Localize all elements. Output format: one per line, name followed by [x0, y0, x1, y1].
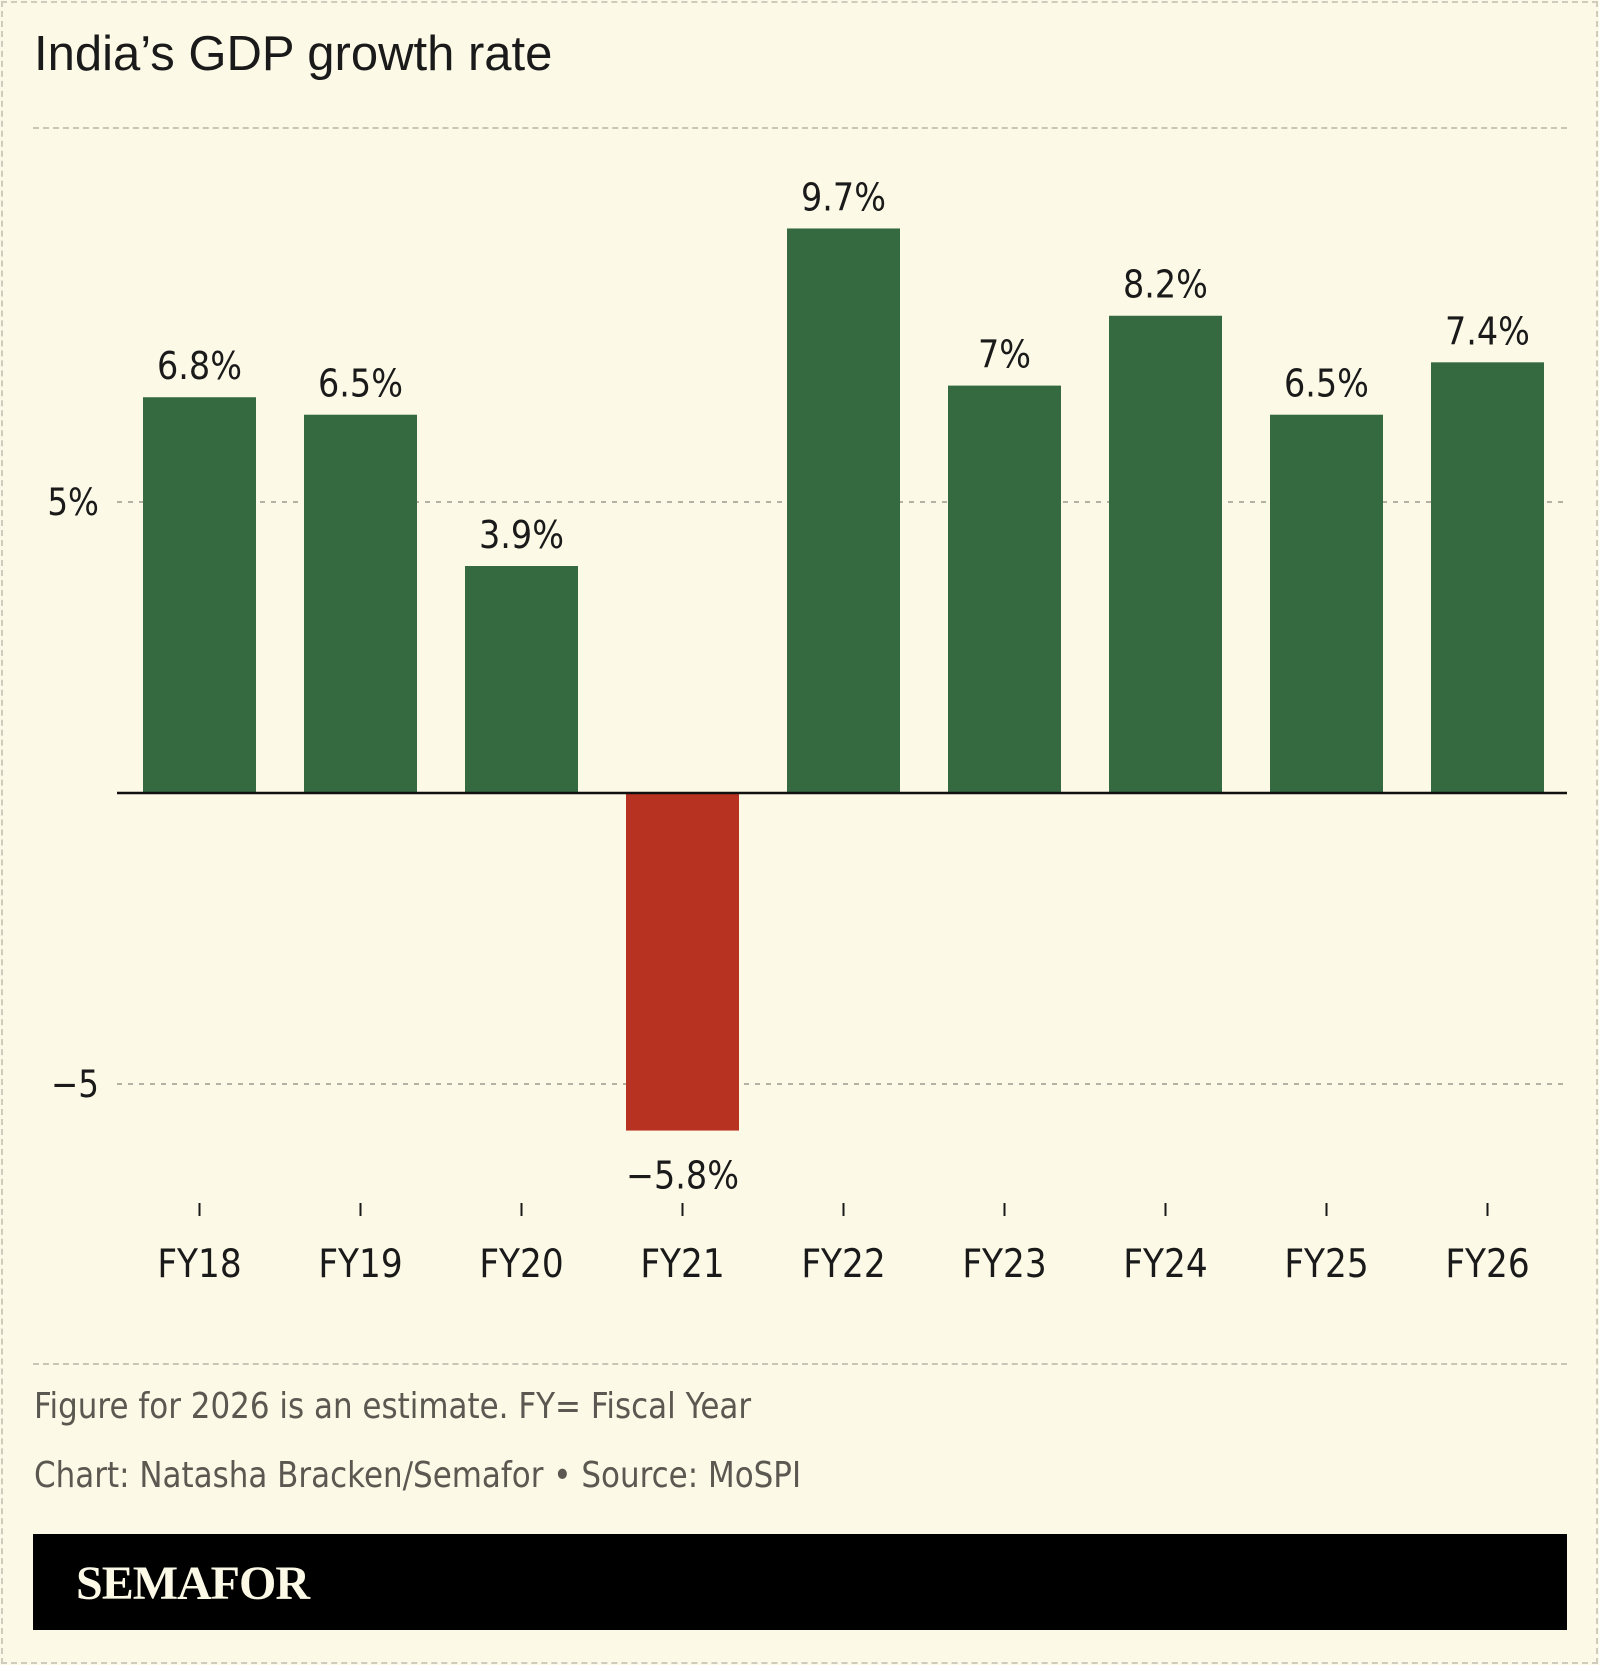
top-divider [33, 127, 1567, 129]
semafor-logo: SEMAFOR [76, 1557, 310, 1610]
bar-chart: 5% −5 6.8% FY18 6.5% FY19 3.9% FY20 −5.8% FY21 9.7… [47, 176, 1567, 1287]
bar-FY20[interactable] [465, 566, 578, 793]
x-tick-label: FY26 [1445, 1241, 1529, 1287]
footnote: Figure for 2026 is an estimate. FY= Fisc… [34, 1386, 752, 1427]
x-tick-label: FY25 [1284, 1241, 1368, 1287]
data-label: −5.8% [626, 1155, 739, 1199]
data-label: 7% [978, 334, 1031, 378]
data-label: 6.5% [1284, 363, 1369, 407]
x-tick-label: FY24 [1123, 1241, 1207, 1287]
brand-bar: SEMAFOR [33, 1534, 1567, 1630]
credit-line: Chart: Natasha Bracken/Semafor • Source:… [34, 1455, 802, 1496]
data-label: 8.2% [1123, 264, 1208, 308]
bar-FY26[interactable] [1431, 362, 1544, 793]
chart-title: India’s GDP growth rate [34, 27, 553, 81]
bar-FY24[interactable] [1109, 315, 1222, 793]
x-tick-label: FY18 [157, 1241, 241, 1287]
y-tick-label: 5% [47, 482, 99, 524]
bar-FY22[interactable] [787, 228, 900, 793]
data-label: 6.5% [318, 363, 403, 407]
x-tick-label: FY22 [801, 1241, 885, 1287]
x-tick-label: FY20 [479, 1241, 563, 1287]
x-tick-label: FY21 [640, 1241, 724, 1287]
bar-FY25[interactable] [1270, 414, 1383, 793]
data-label: 9.7% [801, 176, 886, 220]
bar-FY19[interactable] [304, 414, 417, 793]
data-label: 7.4% [1445, 310, 1530, 354]
bar-FY21[interactable] [626, 793, 739, 1131]
data-label: 6.8% [157, 345, 242, 389]
y-tick-label: −5 [51, 1064, 99, 1106]
data-label: 3.9% [479, 514, 564, 558]
x-tick-label: FY19 [318, 1241, 402, 1287]
bar-FY23[interactable] [948, 385, 1061, 793]
bottom-divider [33, 1363, 1567, 1365]
bar-FY18[interactable] [143, 397, 256, 793]
x-tick-label: FY23 [962, 1241, 1046, 1287]
